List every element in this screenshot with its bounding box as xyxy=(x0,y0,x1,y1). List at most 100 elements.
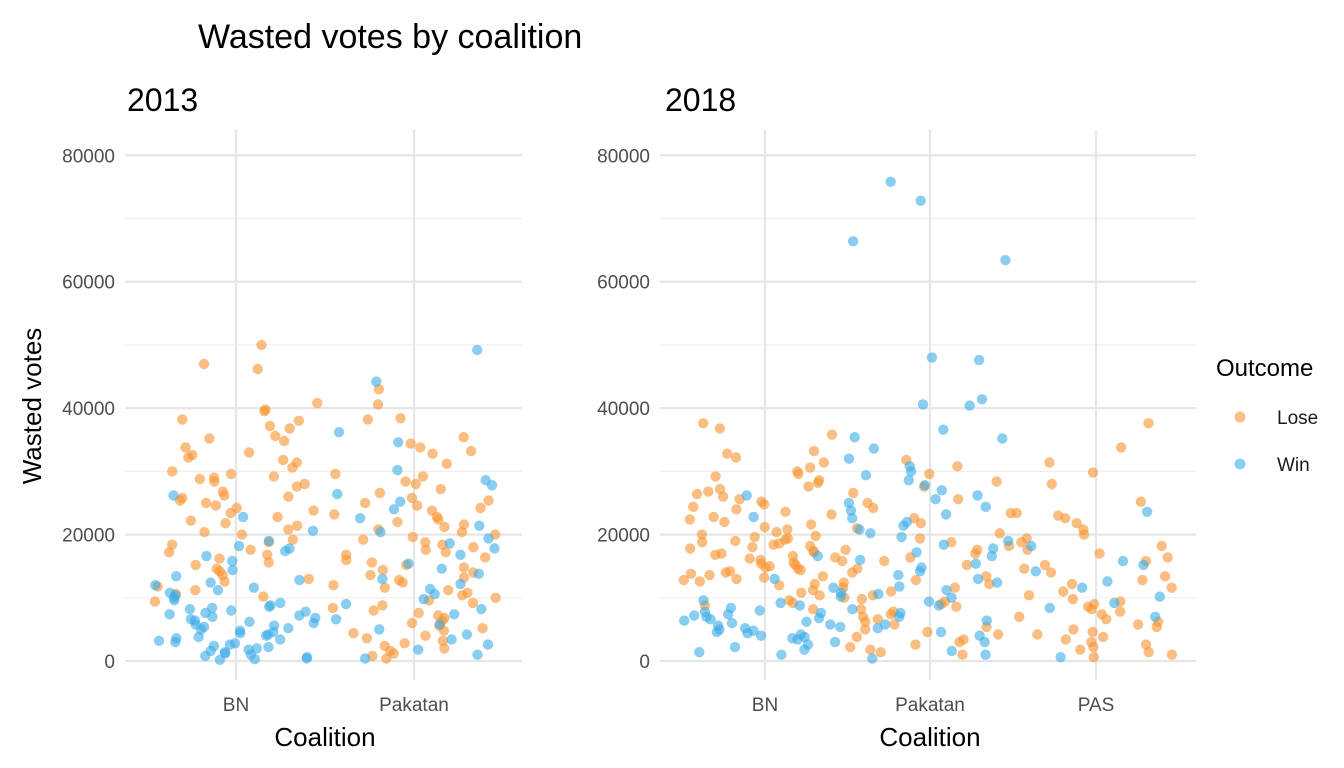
point-lose xyxy=(872,614,883,625)
point-lose xyxy=(185,515,197,526)
point-lose xyxy=(458,432,469,443)
panel-2013-grid xyxy=(125,130,522,680)
point-win xyxy=(829,636,841,648)
point-lose xyxy=(1135,496,1147,507)
point-win xyxy=(722,609,734,620)
point-lose xyxy=(270,430,281,442)
point-win xyxy=(847,513,858,524)
x-tick-label-pas: PAS xyxy=(1078,695,1115,716)
point-win xyxy=(726,617,738,629)
point-win xyxy=(244,616,255,627)
point-win xyxy=(755,630,767,641)
point-lose xyxy=(991,476,1002,487)
y-tick-label: 0 xyxy=(639,652,650,673)
point-lose xyxy=(374,487,386,499)
point-lose xyxy=(308,505,319,516)
point-win xyxy=(917,399,929,410)
point-lose xyxy=(299,478,310,490)
point-lose xyxy=(875,647,886,658)
y-tick-label: 80000 xyxy=(62,146,115,167)
panel-2018-x-axis-title: Coalition xyxy=(879,722,980,752)
point-lose xyxy=(199,526,210,538)
point-lose xyxy=(415,442,426,453)
point-win xyxy=(307,525,319,536)
point-lose xyxy=(411,500,423,511)
point-lose xyxy=(851,631,862,643)
point-win xyxy=(1077,582,1088,593)
point-win xyxy=(283,623,294,634)
point-win xyxy=(854,524,865,535)
point-win xyxy=(184,604,196,615)
point-lose xyxy=(292,520,303,531)
point-lose xyxy=(245,544,256,555)
point-lose xyxy=(759,521,770,533)
point-lose xyxy=(826,429,838,440)
point-win xyxy=(868,443,880,454)
point-lose xyxy=(407,531,418,543)
point-win xyxy=(776,649,787,660)
point-lose xyxy=(163,547,175,558)
point-lose xyxy=(413,607,424,619)
point-win xyxy=(461,629,473,640)
point-win xyxy=(742,628,753,639)
point-lose xyxy=(860,616,871,627)
point-win xyxy=(896,531,907,543)
point-lose xyxy=(252,363,263,375)
y-tick-label: 40000 xyxy=(597,399,650,420)
point-win xyxy=(930,494,941,505)
point-lose xyxy=(1151,621,1162,633)
point-win xyxy=(375,526,386,538)
point-win xyxy=(894,611,905,622)
point-lose xyxy=(328,580,339,591)
point-win xyxy=(997,433,1008,444)
point-lose xyxy=(826,509,837,520)
point-lose xyxy=(279,435,290,447)
point-lose xyxy=(263,557,274,568)
panel-2013-x-axis-title: Coalition xyxy=(274,722,375,752)
point-win xyxy=(224,639,236,650)
point-lose xyxy=(749,531,760,543)
point-win xyxy=(1000,255,1011,266)
point-lose xyxy=(483,495,494,506)
point-win xyxy=(444,538,455,549)
point-win xyxy=(449,609,460,620)
point-win xyxy=(237,511,249,523)
point-win xyxy=(792,634,803,645)
point-lose xyxy=(688,501,699,512)
point-lose xyxy=(259,406,270,417)
point-win xyxy=(979,636,990,648)
point-lose xyxy=(795,564,806,576)
point-win xyxy=(799,644,810,655)
point-win xyxy=(980,649,991,660)
panel-2013: 2013 0 20000 40000 60000 80000 BN Pakatan Coa… xyxy=(62,82,522,752)
panel-2018-grid xyxy=(660,130,1196,680)
point-lose xyxy=(177,414,188,425)
point-lose xyxy=(283,524,294,535)
point-win xyxy=(940,509,952,520)
point-lose xyxy=(954,636,965,648)
point-lose xyxy=(924,468,935,480)
point-win xyxy=(170,636,181,648)
point-win xyxy=(294,574,305,586)
point-win xyxy=(847,236,859,247)
point-win xyxy=(1141,506,1153,517)
point-win xyxy=(825,619,836,630)
point-lose xyxy=(388,648,399,659)
point-lose xyxy=(812,477,824,488)
point-lose xyxy=(359,497,371,509)
point-lose xyxy=(885,586,897,597)
panel-2018-points xyxy=(678,176,1178,664)
point-lose xyxy=(149,596,161,607)
point-lose xyxy=(303,573,314,585)
legend-key-lose xyxy=(1234,411,1246,423)
point-lose xyxy=(395,413,406,424)
point-win xyxy=(308,617,319,629)
point-lose xyxy=(399,638,410,649)
point-lose xyxy=(1143,647,1154,658)
point-lose xyxy=(730,452,742,463)
point-lose xyxy=(1114,606,1126,617)
point-win xyxy=(992,577,1003,588)
point-win xyxy=(813,612,825,624)
point-win xyxy=(275,597,286,609)
point-lose xyxy=(685,568,697,579)
